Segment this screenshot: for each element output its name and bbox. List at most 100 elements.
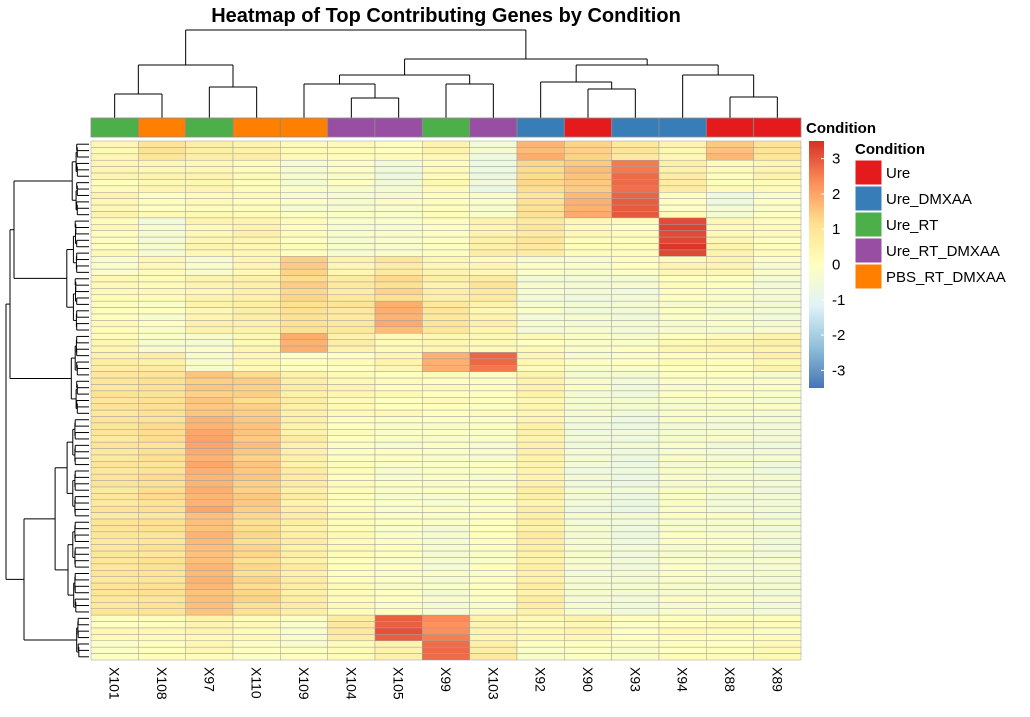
heatmap-cell: [753, 505, 802, 513]
heatmap-cell: [658, 236, 707, 244]
heatmap-cell: [280, 275, 328, 283]
chart-title: Heatmap of Top Contributing Genes by Con…: [211, 5, 681, 27]
heatmap-cell: [232, 288, 281, 296]
heatmap-cell: [469, 582, 518, 590]
heatmap-cell: [753, 608, 802, 616]
heatmap-cell: [90, 467, 139, 475]
condition-legend-swatch-ure-dmxaa: [854, 185, 883, 212]
heatmap-cell: [90, 166, 139, 174]
heatmap-cell: [327, 486, 376, 494]
heatmap-cell: [469, 166, 518, 174]
heatmap-cell: [611, 268, 660, 276]
heatmap-cell: [138, 198, 186, 206]
heatmap-cell: [658, 390, 707, 398]
heatmap-cell: [516, 544, 565, 552]
heatmap-cell: [564, 185, 612, 193]
column-label-x108: X108: [154, 667, 170, 700]
heatmap-cell: [327, 185, 376, 193]
heatmap-cell: [138, 339, 186, 347]
heatmap-cell: [138, 204, 186, 212]
heatmap-cell: [469, 422, 518, 430]
heatmap-cell: [90, 448, 139, 456]
heatmap-cell: [706, 140, 754, 148]
heatmap-cell: [90, 185, 139, 193]
condition-legend: Condition Ure Ure_DMXAA Ure_RT Ure_RT_DMXAA…: [854, 141, 1006, 290]
heatmap-cell: [469, 531, 518, 539]
heatmap-cell: [422, 365, 470, 372]
heatmap-cell: [611, 448, 660, 456]
heatmap-cell: [706, 448, 754, 456]
heatmap-cell: [658, 602, 707, 609]
heatmap-cell: [516, 185, 565, 193]
heatmap-cell: [516, 320, 565, 328]
heatmap-cell: [138, 358, 186, 366]
heatmap-cell: [374, 570, 423, 577]
heatmap-cell: [185, 268, 234, 276]
heatmap-cell: [658, 397, 707, 404]
heatmap-cell: [469, 179, 518, 187]
heatmap-cell: [280, 473, 328, 481]
heatmap-cell: [422, 339, 470, 347]
heatmap-cell: [374, 531, 423, 539]
heatmap-cell: [280, 326, 328, 334]
heatmap-cell: [469, 339, 518, 347]
heatmap-cell: [185, 198, 234, 206]
heatmap-cell: [280, 307, 328, 315]
heatmap-cell: [327, 249, 376, 257]
heatmap-cell: [280, 230, 328, 238]
heatmap-cell: [232, 192, 281, 199]
heatmap-cell: [280, 262, 328, 270]
heatmap-cell: [280, 640, 328, 648]
heatmap-cell: [469, 249, 518, 257]
heatmap-cell: [516, 262, 565, 270]
heatmap-cell: [753, 179, 802, 187]
heatmap-cell: [469, 153, 518, 161]
heatmap-cell: [469, 518, 518, 526]
heatmap-cell: [564, 166, 612, 174]
heatmap-cell: [469, 358, 518, 366]
column-label-x94: X94: [675, 667, 691, 692]
heatmap-cell: [232, 268, 281, 276]
heatmap-cell: [90, 499, 139, 507]
heatmap-cell: [138, 595, 186, 603]
heatmap-cell: [185, 441, 234, 449]
heatmap-cell: [564, 544, 612, 552]
heatmap-cell: [706, 345, 754, 353]
heatmap-cell: [564, 224, 612, 231]
condition-legend-label-ure-dmxaa: Ure_DMXAA: [886, 191, 972, 208]
heatmap-cell: [280, 480, 328, 488]
heatmap-cell: [280, 621, 328, 629]
heatmap-cell: [327, 614, 376, 622]
heatmap-cell: [706, 461, 754, 469]
heatmap-cell: [516, 634, 565, 642]
heatmap-cell: [327, 525, 376, 533]
heatmap-cell: [753, 397, 802, 404]
heatmap-cell: [185, 640, 234, 648]
heatmap-cell: [422, 230, 470, 238]
heatmap-cell: [658, 224, 707, 231]
heatmap-cell: [374, 621, 423, 629]
heatmap-cell: [564, 614, 612, 622]
heatmap-cell: [516, 582, 565, 590]
heatmap-cell: [232, 397, 281, 404]
heatmap-cell: [469, 512, 518, 520]
heatmap-cell: [658, 332, 707, 340]
heatmap-cell: [90, 538, 139, 545]
heatmap-cell: [611, 505, 660, 513]
heatmap-cell: [658, 422, 707, 430]
heatmap-cell: [232, 646, 281, 654]
heatmap-cell: [138, 236, 186, 244]
heatmap-cell: [374, 557, 423, 565]
heatmap-cell: [611, 345, 660, 353]
heatmap-cell: [138, 140, 186, 148]
heatmap-cell: [658, 288, 707, 296]
heatmap-cell: [232, 403, 281, 411]
heatmap-cell: [280, 294, 328, 302]
heatmap-cell: [422, 288, 470, 296]
heatmap-cell: [422, 147, 470, 155]
heatmap-cell: [658, 473, 707, 481]
heatmap-cell: [327, 499, 376, 507]
heatmap-cell: [138, 377, 186, 385]
heatmap-cell: [469, 262, 518, 270]
